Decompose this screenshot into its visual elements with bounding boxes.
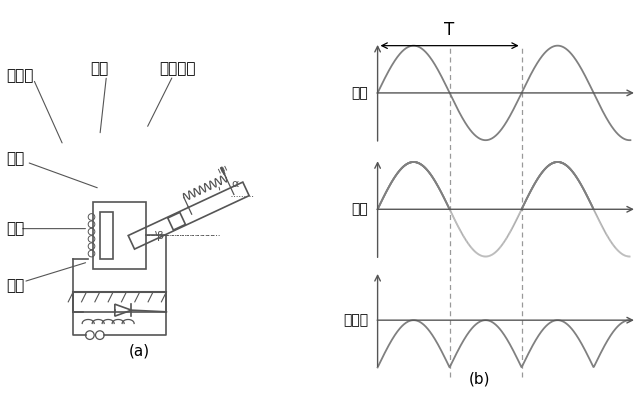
Text: (b): (b) — [469, 372, 491, 387]
Text: 线圈: 线圈 — [6, 278, 25, 293]
Text: β: β — [157, 231, 164, 241]
Text: α: α — [231, 179, 239, 189]
Text: 电压: 电压 — [351, 86, 368, 100]
Text: 主振弹簧: 主振弹簧 — [160, 61, 196, 76]
Text: 给料槽: 给料槽 — [6, 68, 34, 83]
Text: 电流: 电流 — [351, 202, 368, 216]
Text: 衔铁: 衔铁 — [6, 151, 25, 166]
Text: (a): (a) — [129, 343, 150, 358]
Text: T: T — [444, 21, 455, 39]
Text: 物料: 物料 — [90, 61, 108, 76]
Text: 电磁力: 电磁力 — [343, 313, 368, 327]
Text: 铁芯: 铁芯 — [6, 221, 25, 236]
